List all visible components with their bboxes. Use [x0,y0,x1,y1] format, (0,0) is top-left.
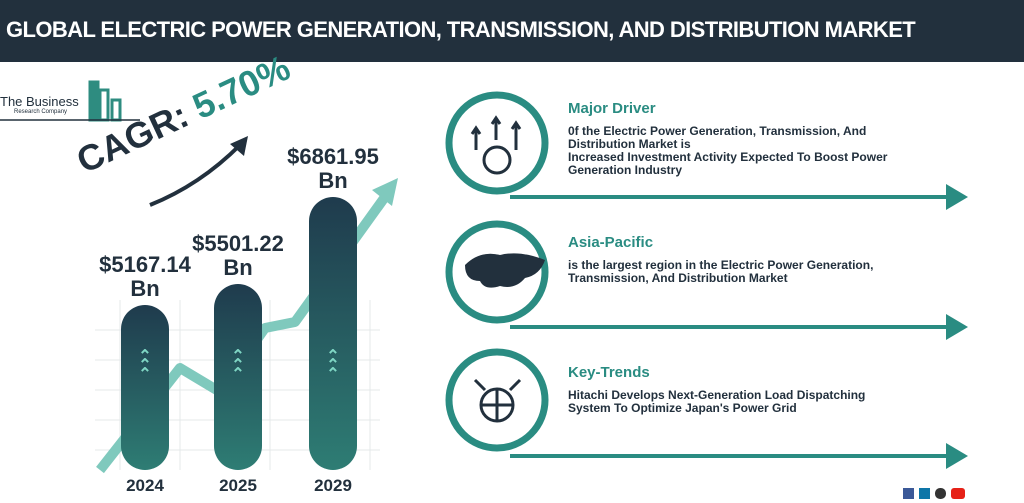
bar [309,197,357,470]
panel-heading: Asia-Pacific [568,234,654,251]
panel-text: is the largest region in the Electric Po… [568,258,874,272]
value-label: $5167.14 Bn [99,252,191,301]
header: GLOBAL ELECTRIC POWER GENERATION, TRANSM… [0,0,1024,62]
panel-text: System To Optimize Japan's Power Grid [568,401,797,415]
logo-name: The Business [0,94,79,109]
panel-heading: Major Driver [568,100,656,117]
value-label: $5501.22 Bn [192,230,284,280]
x-tick-label: 2024 [126,476,164,495]
title: GLOBAL ELECTRIC POWER GENERATION, TRANSM… [6,17,916,42]
bar [214,283,262,470]
x-tick-label: 2025 [219,476,257,495]
panel-text: Hitachi Develops Next-Generation Load Di… [568,388,866,402]
logo-sub: Research Company [14,109,68,115]
bar [121,305,169,470]
value-label: $6861.95 Bn [287,144,379,193]
x-tick-label: 2029 [314,476,352,495]
panel-text: 0f the Electric Power Generation, Transm… [568,124,867,138]
panel-text: Increased Investment Activity Expected T… [568,150,888,164]
chevrons: ⌃ ⌃ ⌃ [231,348,245,383]
chevrons: ⌃ ⌃ ⌃ [138,348,152,383]
panel-heading: Key-Trends [568,364,650,381]
chevrons: ⌃ ⌃ ⌃ [326,348,340,383]
panel-text: Transmission, And Distribution Market [568,271,788,285]
panel-text: Distribution Market is [568,137,691,151]
panel-text: Generation Industry [568,163,683,177]
